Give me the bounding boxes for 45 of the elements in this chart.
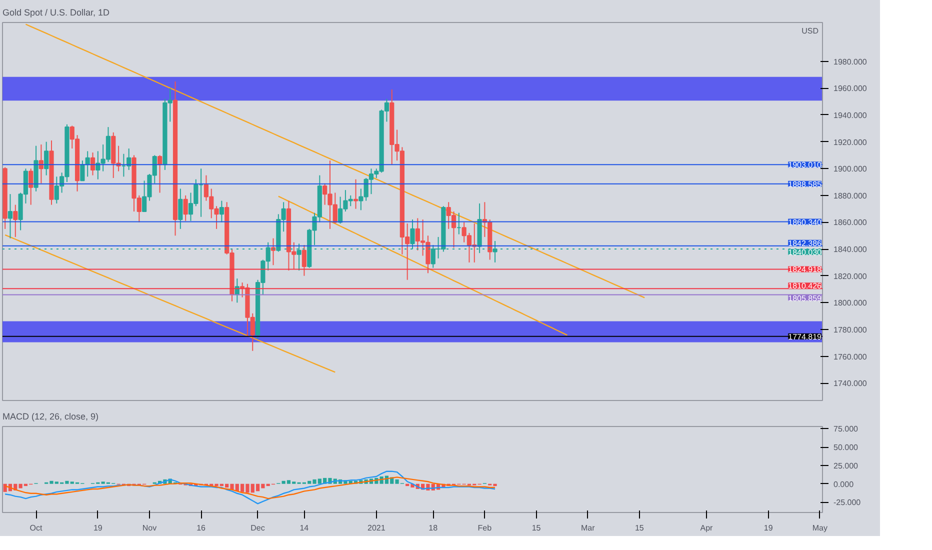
x-tick-label: 14 (300, 524, 310, 532)
y-tick-label: 50.000 (834, 443, 859, 452)
x-tick-label: Dec (250, 524, 265, 532)
ref-line-label: 1774.819 (788, 332, 822, 342)
x-tick-label: Feb (478, 524, 492, 532)
y-tick-label: 1740.000 (834, 379, 868, 388)
x-tick-label: Nov (142, 524, 157, 532)
y-tick-label: 1880.000 (834, 191, 868, 200)
ref-line-label: 1888.585 (788, 180, 822, 189)
ref-line-label: 1840.030 (788, 248, 822, 257)
ref-line-label: 1805.859 (788, 294, 822, 303)
ref-line-label: 1824.918 (788, 265, 822, 274)
chart-title: Gold Spot / U.S. Dollar, 1D (2, 8, 110, 18)
ref-line-label: 1842.386 (788, 238, 822, 248)
annotation: USD (802, 26, 819, 36)
y-tick-label: 0.000 (834, 480, 854, 489)
y-tick-label: 75.000 (834, 424, 859, 434)
x-tick-label: 19 (764, 524, 774, 532)
x-tick-label: 15 (532, 524, 542, 532)
ref-line-label: 1810.426 (788, 282, 822, 291)
x-tick-label: Apr (700, 524, 714, 532)
y-tick-label: 1780.000 (834, 325, 868, 334)
ref-line-label: 1860.340 (788, 218, 822, 227)
y-tick-label: 1800.000 (834, 298, 868, 308)
y-tick-label: 1920.000 (834, 138, 868, 147)
chart-title: MACD (12, 26, close, 9) (2, 412, 99, 422)
y-tick-label: 25.000 (834, 461, 859, 470)
y-tick-label: 1820.000 (834, 272, 868, 281)
ref-line-label: 1903.010 (788, 160, 822, 170)
x-tick-label: 16 (196, 524, 206, 532)
y-tick-label: 1940.000 (834, 110, 868, 120)
y-tick-label: 1860.000 (834, 218, 868, 228)
x-tick-label: 19 (93, 524, 103, 532)
x-tick-label: Mar (580, 524, 596, 532)
x-tick-label: 18 (428, 524, 438, 532)
y-tick-label: 1960.000 (834, 84, 868, 94)
y-tick-label: 1980.000 (834, 57, 868, 66)
x-tick-label: 15 (634, 524, 644, 532)
y-tick-label: -25.000 (834, 498, 862, 508)
y-tick-label: 1900.000 (834, 164, 868, 174)
x-tick-label: 2021 (368, 524, 386, 532)
y-tick-label: 1760.000 (834, 352, 868, 362)
y-tick-label: 1840.000 (834, 245, 868, 254)
x-tick-label: Oct (30, 524, 44, 532)
x-tick-label: May (812, 524, 828, 532)
